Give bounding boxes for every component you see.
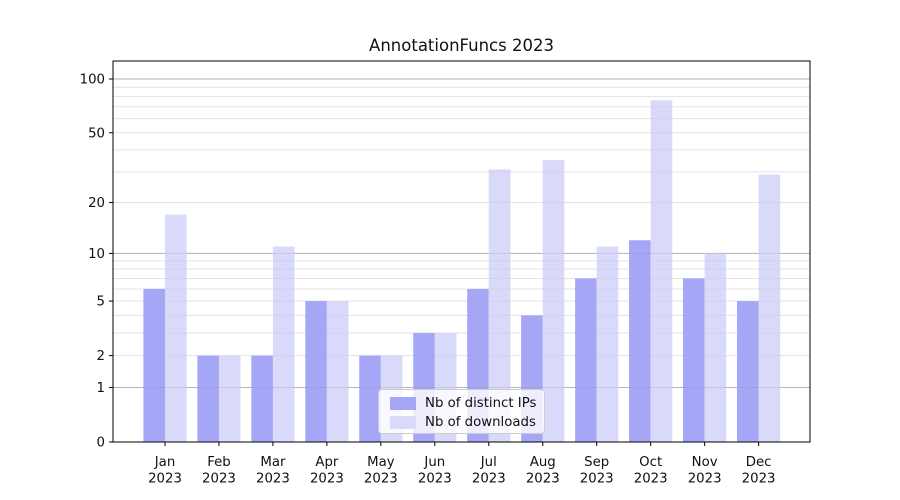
x-tick-label-month: Dec <box>746 455 772 470</box>
bar-downloads-sep <box>596 246 619 442</box>
bar-downloads-jan <box>165 214 187 442</box>
x-tick-label-year: 2023 <box>202 472 236 487</box>
y-tick-label: 100 <box>80 73 105 88</box>
x-tick-label-year: 2023 <box>742 472 776 487</box>
x-tick-label-month: Jul <box>480 455 497 470</box>
bar-distinct-ips-feb <box>197 355 219 442</box>
y-tick-label: 50 <box>88 126 105 141</box>
x-tick-label-month: Sep <box>584 455 609 470</box>
x-tick-label-year: 2023 <box>310 472 344 487</box>
bar-distinct-ips-jan <box>143 288 165 442</box>
y-tick-label: 2 <box>97 349 105 364</box>
x-tick-label-month: Jan <box>154 455 176 470</box>
x-tick-label-month: Apr <box>315 455 339 470</box>
legend-swatch-distinct-ips-icon <box>390 397 416 410</box>
y-tick-label: 5 <box>97 295 105 310</box>
x-tick-label-month: May <box>367 455 395 470</box>
bar-downloads-feb <box>218 355 241 442</box>
bar-distinct-ips-sep <box>575 278 597 442</box>
plot-border <box>112 60 811 443</box>
x-tick-label-month: Feb <box>207 455 231 470</box>
legend: Nb of distinct IPs Nb of downloads <box>378 389 545 434</box>
bar-downloads-aug <box>542 160 565 442</box>
legend-swatch-downloads-icon <box>390 416 416 429</box>
y-tick-label: 1 <box>97 381 105 396</box>
x-tick-label-month: Jun <box>423 455 445 470</box>
bar-downloads-oct <box>650 100 673 443</box>
bar-downloads-mar <box>272 246 295 442</box>
bar-distinct-ips-nov <box>683 278 705 442</box>
x-tick-label-year: 2023 <box>688 472 722 487</box>
x-tick-label-month: Mar <box>260 455 286 470</box>
y-tick-label: 10 <box>88 247 105 262</box>
x-tick-label-year: 2023 <box>256 472 290 487</box>
legend-label-downloads: Nb of downloads <box>425 415 536 430</box>
bar-downloads-jul <box>488 169 511 442</box>
x-tick-label-year: 2023 <box>472 472 506 487</box>
x-tick-label-month: Oct <box>639 455 662 470</box>
bar-distinct-ips-may <box>359 355 381 442</box>
bar-downloads-apr <box>326 301 349 442</box>
chart-title: AnnotationFuncs 2023 <box>369 36 554 55</box>
x-tick-label-month: Nov <box>692 455 718 470</box>
x-tick-label-year: 2023 <box>148 472 182 487</box>
bar-distinct-ips-oct <box>629 240 651 442</box>
x-tick-label-year: 2023 <box>526 472 560 487</box>
bar-distinct-ips-apr <box>305 301 327 442</box>
legend-item-distinct-ips: Nb of distinct IPs <box>390 395 544 412</box>
bar-downloads-dec <box>758 174 781 442</box>
x-tick-label-year: 2023 <box>418 472 452 487</box>
legend-item-downloads: Nb of downloads <box>390 414 544 431</box>
x-tick-label-year: 2023 <box>580 472 614 487</box>
y-tick-label: 20 <box>88 196 105 211</box>
bar-distinct-ips-dec <box>737 301 759 442</box>
y-tick-label: 0 <box>97 436 105 451</box>
legend-label-distinct-ips: Nb of distinct IPs <box>425 396 537 411</box>
x-tick-label-month: Aug <box>530 455 556 470</box>
x-tick-label-year: 2023 <box>634 472 668 487</box>
x-tick-label-year: 2023 <box>364 472 398 487</box>
bar-distinct-ips-mar <box>251 355 273 442</box>
bar-downloads-nov <box>704 253 727 442</box>
